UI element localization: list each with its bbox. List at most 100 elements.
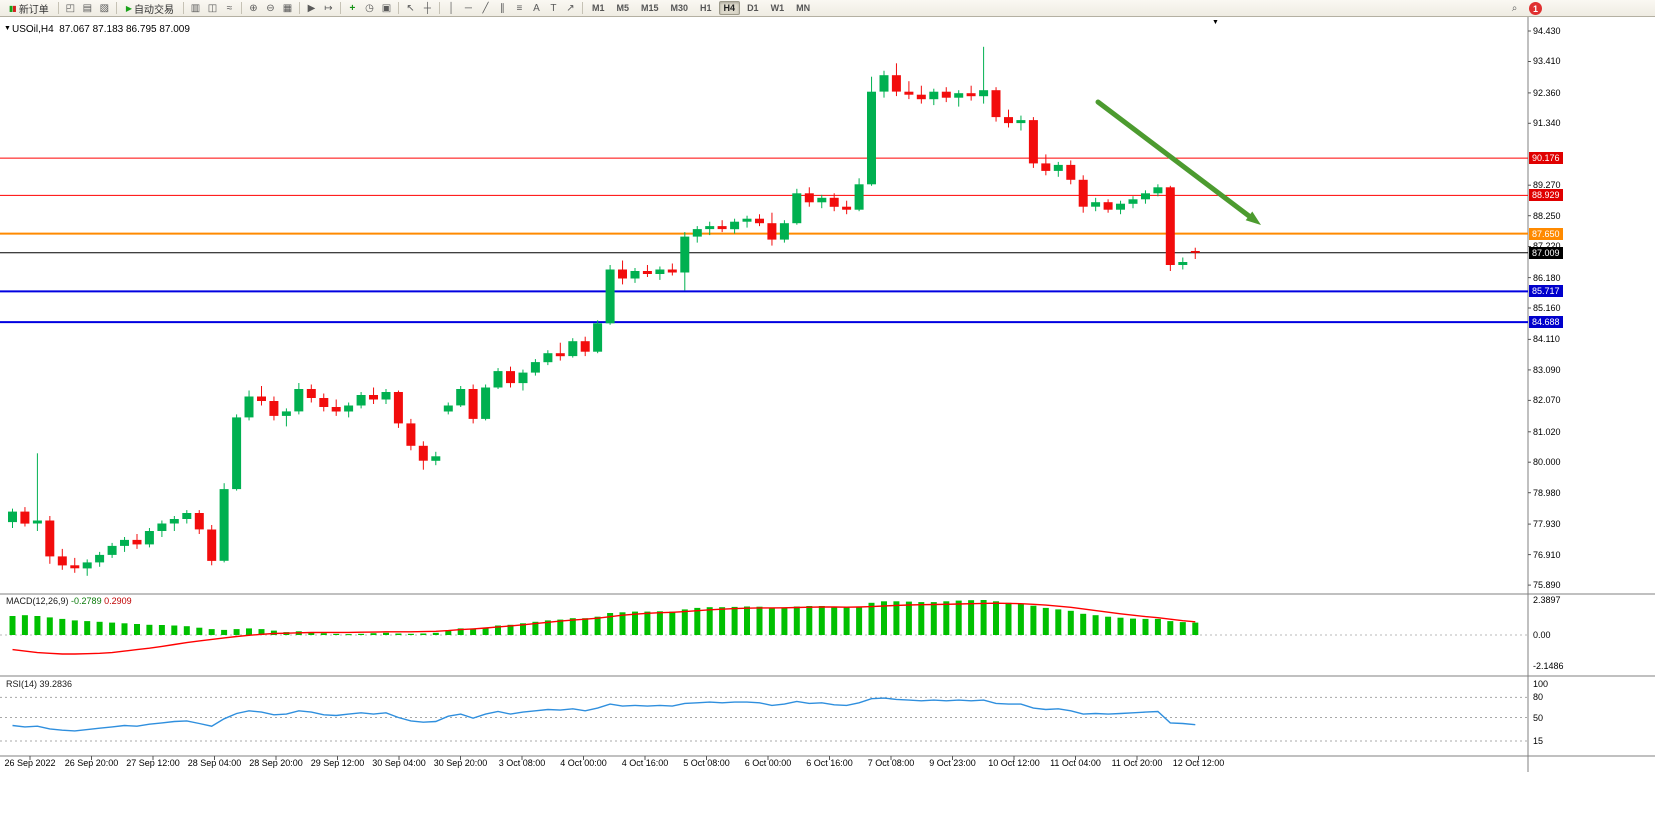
rsi-label: RSI(14) 39.2836: [6, 679, 72, 689]
notification-badge[interactable]: 1: [1529, 2, 1542, 15]
timeframe-h4[interactable]: H4: [718, 1, 741, 15]
price-tick-86.180: 86.180: [1533, 272, 1561, 283]
text-label-icon[interactable]: T: [550, 2, 557, 14]
price-tick-92.360: 92.360: [1533, 87, 1561, 98]
toolbar-separator: [339, 2, 341, 14]
vertical-line-icon[interactable]: │: [448, 2, 455, 14]
time-tick-12-Oct-12-00: 12 Oct 12:00: [1172, 758, 1225, 768]
time-tick-11-Oct-04-00: 11 Oct 04:00: [1050, 758, 1101, 768]
timeframe-h1[interactable]: H1: [700, 3, 712, 13]
chart-shift-icon[interactable]: ↦: [324, 2, 333, 14]
chart-menu-marker[interactable]: ▼: [4, 25, 11, 32]
chart-window-icon[interactable]: ◰: [65, 2, 76, 14]
symbol-ohlc: 87.067 87.183 86.795 87.009: [59, 24, 190, 35]
price-tick-78.980: 78.980: [1533, 487, 1561, 498]
macd-name: MACD(12,26,9): [6, 596, 69, 606]
price-tick-80.000: 80.000: [1533, 457, 1561, 468]
autotrading-icon: ▶: [125, 3, 132, 13]
price-badge-88.929: 88.929: [1529, 189, 1563, 202]
text-icon[interactable]: A: [533, 2, 540, 14]
timeframe-m5[interactable]: M5: [616, 3, 629, 13]
macd-axis-2.3897: 2.3897: [1533, 595, 1561, 605]
toolbar-separator: [581, 2, 583, 14]
price-tick-85.160: 85.160: [1533, 303, 1561, 314]
new-order-button[interactable]: ▮▮ 新订单: [3, 0, 55, 17]
rsi-value: 39.2836: [39, 679, 73, 689]
price-tick-75.890: 75.890: [1533, 580, 1561, 591]
rsi-axis-80: 80: [1533, 692, 1544, 703]
trendline-icon[interactable]: ╱: [482, 2, 489, 14]
crosshair-icon[interactable]: ┼: [423, 2, 432, 14]
price-badge-90.176: 90.176: [1529, 152, 1563, 165]
price-badge-84.688: 84.688: [1529, 316, 1563, 329]
arrows-icon[interactable]: ↗: [566, 2, 575, 14]
search-icon[interactable]: ⌕: [1511, 3, 1518, 14]
rsi-axis-15: 15: [1533, 735, 1544, 746]
grid-icon[interactable]: ▦: [282, 2, 293, 14]
rsi-line: [12, 697, 1196, 732]
macd-signal-line: [12, 602, 1196, 655]
toolbar-separator: [298, 2, 300, 14]
time-tick-26-Sep-2022: 26 Sep 2022: [4, 758, 56, 768]
toolbar-separator: [182, 2, 184, 14]
indicators-icon[interactable]: +: [349, 2, 356, 14]
price-badge-85.717: 85.717: [1529, 285, 1563, 298]
line-chart-icon[interactable]: ≈: [226, 2, 233, 14]
price-tick-76.910: 76.910: [1533, 549, 1561, 560]
chart-shift-marker[interactable]: ▼: [1212, 19, 1219, 26]
toolbar-separator: [438, 2, 440, 14]
channel-icon[interactable]: ∥: [499, 2, 505, 14]
macd-value-signal: 0.2909: [104, 596, 132, 606]
rsi-axis-50: 50: [1533, 712, 1544, 723]
timeframe-w1[interactable]: W1: [770, 3, 785, 13]
trend-arrow-head: [1245, 211, 1261, 225]
price-tick-93.410: 93.410: [1533, 56, 1561, 67]
bar-chart-icon[interactable]: ▥: [190, 2, 201, 14]
price-badge-87.650: 87.650: [1529, 227, 1563, 240]
macd-value-main: -0.2789: [71, 596, 102, 606]
time-tick-28-Sep-04-00: 28 Sep 04:00: [187, 758, 242, 768]
price-tick-84.110: 84.110: [1533, 334, 1560, 345]
zoom-in-icon[interactable]: ⊕: [249, 2, 258, 14]
price-badge-87.009: 87.009: [1529, 246, 1563, 259]
price-tick-82.070: 82.070: [1533, 395, 1561, 406]
price-tick-88.250: 88.250: [1533, 210, 1561, 221]
rsi-axis-100: 100: [1533, 679, 1549, 689]
timeframe-mn[interactable]: MN: [796, 3, 811, 13]
time-tick-30-Sep-20-00: 30 Sep 20:00: [433, 758, 488, 768]
autotrading-button-label: 自动交易: [133, 4, 174, 16]
price-tick-81.020: 81.020: [1533, 426, 1561, 437]
timeframe-m15[interactable]: M15: [641, 3, 659, 13]
time-tick-3-Oct-08-00: 3 Oct 08:00: [498, 758, 546, 768]
toolbar-main: ▮▮ 新订单 ◰ ▤ ▧ ▶ 自动交易 ▥ ◫ ≈ ⊕ ⊖ ▦ ▶ ↦ + ◷ ▣ ↖ ┼ │ ─ ╱ ∥ ≡ A T ↗ M1 M5 M1…: [3, 0, 816, 17]
periods-icon[interactable]: ◷: [365, 2, 374, 14]
zoom-out-icon[interactable]: ⊖: [266, 2, 275, 14]
new-order-icon: ▮▮: [9, 3, 17, 13]
timeframe-d1[interactable]: D1: [747, 3, 759, 13]
macd-label: MACD(12,26,9) -0.2789 0.2909: [6, 596, 132, 606]
time-tick-26-Sep-20-00: 26 Sep 20:00: [64, 758, 119, 768]
horizontal-line-icon[interactable]: ─: [464, 2, 473, 14]
timeframe-m1[interactable]: M1: [591, 3, 605, 13]
macd-axis-0.00: 0.00: [1533, 630, 1551, 640]
time-tick-11-Oct-20-00: 11 Oct 20:00: [1111, 758, 1163, 768]
candlestick-chart-icon[interactable]: ◫: [207, 2, 218, 14]
toolbar-separator: [240, 2, 242, 14]
autotrading-button[interactable]: ▶ 自动交易: [120, 0, 180, 17]
profiles-icon[interactable]: ▤: [82, 2, 93, 14]
cursor-icon[interactable]: ↖: [406, 2, 415, 14]
templates-icon[interactable]: ▣: [381, 2, 392, 14]
auto-scroll-icon[interactable]: ▶: [307, 2, 316, 14]
fibonacci-icon[interactable]: ≡: [516, 2, 523, 14]
time-tick-27-Sep-12-00: 27 Sep 12:00: [126, 758, 180, 768]
timeframe-m30[interactable]: M30: [670, 3, 689, 13]
navigator-icon[interactable]: ▧: [99, 2, 110, 14]
new-order-button-label: 新订单: [18, 4, 49, 16]
time-tick-5-Oct-08-00: 5 Oct 08:00: [683, 758, 730, 768]
candles-layer[interactable]: [8, 46, 1200, 576]
time-tick-28-Sep-20-00: 28 Sep 20:00: [249, 758, 303, 768]
trend-arrow[interactable]: [1095, 99, 1252, 219]
price-tick-83.090: 83.090: [1533, 364, 1561, 375]
